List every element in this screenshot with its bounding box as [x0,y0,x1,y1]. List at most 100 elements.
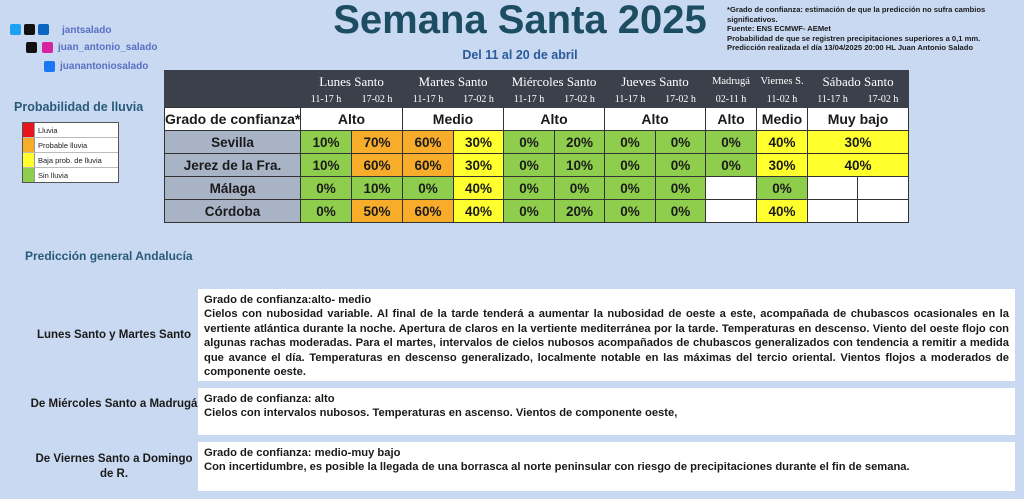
legend-label: Baja prob. de lluvia [38,155,102,165]
confidence: Medio [756,107,809,131]
hour-header: 11-17 h [604,92,657,108]
rain-cell: 30% [453,153,505,177]
rain-cell: 0% [604,153,657,177]
legend-swatch [23,123,35,137]
rain-cell: 50% [350,199,404,223]
forecast-text: Con incertidumbre, es posible la llegada… [204,461,910,474]
city-name: Málaga [164,176,301,200]
confidence: Muy bajo [807,107,910,131]
legend-item: Baja prob. de lluvia [23,153,118,168]
rain-cell: 60% [402,130,455,154]
day-header: Viernes S. [756,70,809,92]
note: *Grado de confianza: estimación de que l… [727,5,986,24]
forecast-text: Cielos con nubosidad variable. Al final … [204,308,1009,379]
rain-cell: 30% [807,130,910,154]
legend-swatch [23,138,35,152]
rain-cell: 0% [655,199,707,223]
confidence: Alto [503,107,606,131]
hour-header: 11-02 h [756,92,809,108]
forecast-box: Grado de confianza: alto Cielos con inte… [198,388,1015,435]
rain-cell: 0% [655,153,707,177]
forecast-table: Lunes Santo Martes Santo Miércoles Santo… [164,70,910,223]
hours-row: 11-17 h 17-02 h 11-17 h 17-02 h 11-17 h 17-02… [165,92,910,108]
day-header: Miércoles Santo [503,70,606,92]
rain-cell: 0% [503,130,556,154]
forecast-confidence: Grado de confianza:alto- medio [204,294,372,306]
note: Probabilidad de que se registren precipi… [727,33,981,43]
rain-cell: 0% [402,176,455,200]
forecast-title: Predicción general Andalucía [25,249,193,263]
legend-swatch [23,153,35,167]
rain-cell: 60% [350,153,404,177]
hour-header: 17-02 h [655,92,707,108]
hour-header: 17-02 h [453,92,505,108]
city-row: Córdoba 0% 50% 60% 40% 0% 20% 0% 0% 40% [164,199,910,223]
empty-cell [807,199,859,223]
rain-cell: 10% [300,130,352,154]
subtitle: Del 11 al 20 de abril [462,48,578,62]
hour-header: 17-02 h [554,92,606,108]
city-row: Sevilla 10% 70% 60% 30% 0% 20% 0% 0% 0% 40% 30% [164,130,910,154]
legend-item: Sin lluvia [23,168,118,182]
hour-header: 11-17 h [402,92,455,108]
rain-cell: 0% [655,176,707,200]
confidence-row: Grado de confianza* Alto Medio Alto Alto… [164,107,910,131]
day-header: Martes Santo [402,70,505,92]
forecast-box: Grado de confianza:alto- medio Cielos co… [198,289,1015,381]
rain-cell: 0% [300,199,352,223]
city-row: Málaga 0% 10% 0% 40% 0% 0% 0% 0% 0% [164,176,910,200]
hour-header: 11-17 h [503,92,556,108]
rain-cell: 30% [756,153,809,177]
confidence: Medio [402,107,505,131]
rain-cell: 40% [453,176,505,200]
day-header: Lunes Santo [299,70,404,92]
rain-cell: 0% [503,153,556,177]
rain-cell: 30% [453,130,505,154]
legend-label: Probable lluvia [38,140,88,150]
social-icons [10,24,49,35]
rain-cell: 0% [604,176,657,200]
title: Semana Santa 2025 [333,0,707,42]
empty-cell [705,199,758,223]
rain-cell: 70% [350,130,404,154]
day-header: Sábado Santo [807,70,910,92]
rain-cell: 0% [300,176,352,200]
rain-cell: 60% [402,199,455,223]
legend-item: Lluvia [23,123,118,138]
forecast-confidence: Grado de confianza: alto [204,393,335,405]
city-name: Jerez de la Fra. [164,153,301,177]
empty-cell [705,176,758,200]
confidence-label: Grado de confianza* [164,107,301,131]
rain-cell: 0% [705,153,758,177]
social-handle[interactable]: juan_antonio_salado [58,42,158,53]
rain-cell: 0% [705,130,758,154]
social-row: juan_antonio_salado [26,42,157,53]
day-header: Madrugá [705,70,758,92]
hour-header: 02-11 h [705,92,758,108]
rain-cell: 10% [554,153,606,177]
note: Fuente: ENS ECMWF- AEMet [727,24,831,34]
legend: Lluvia Probable lluvia Baja prob. de lluvi… [22,122,119,183]
legend-swatch [23,168,35,182]
notes: *Grado de confianza: estimación de que l… [727,5,1017,53]
city-row: Jerez de la Fra. 10% 60% 60% 30% 0% 10% 0% 0% 0% 3… [164,153,910,177]
rain-cell: 40% [756,130,809,154]
empty-cell [857,176,910,200]
empty-cell [857,199,910,223]
social-handle[interactable]: juanantoniosalado [60,61,149,72]
social-handle[interactable]: jantsalado [62,25,112,36]
forecast-confidence: Grado de confianza: medio-muy bajo [204,447,401,459]
legend-label: Lluvia [38,125,58,135]
period: De Miércoles Santo a Madrugá [30,398,198,410]
rain-cell: 40% [453,199,505,223]
rain-cell: 0% [503,199,556,223]
city-name: Córdoba [164,199,301,223]
note: Predicción realizada el día 13/04/2025 2… [727,43,974,53]
social-row: juanantoniosalado [44,61,148,72]
period: Lunes Santo y Martes Santo [36,329,191,341]
hour-header: 17-02 h [857,92,910,108]
rain-cell: 0% [503,176,556,200]
legend-item: Probable lluvia [23,138,118,153]
